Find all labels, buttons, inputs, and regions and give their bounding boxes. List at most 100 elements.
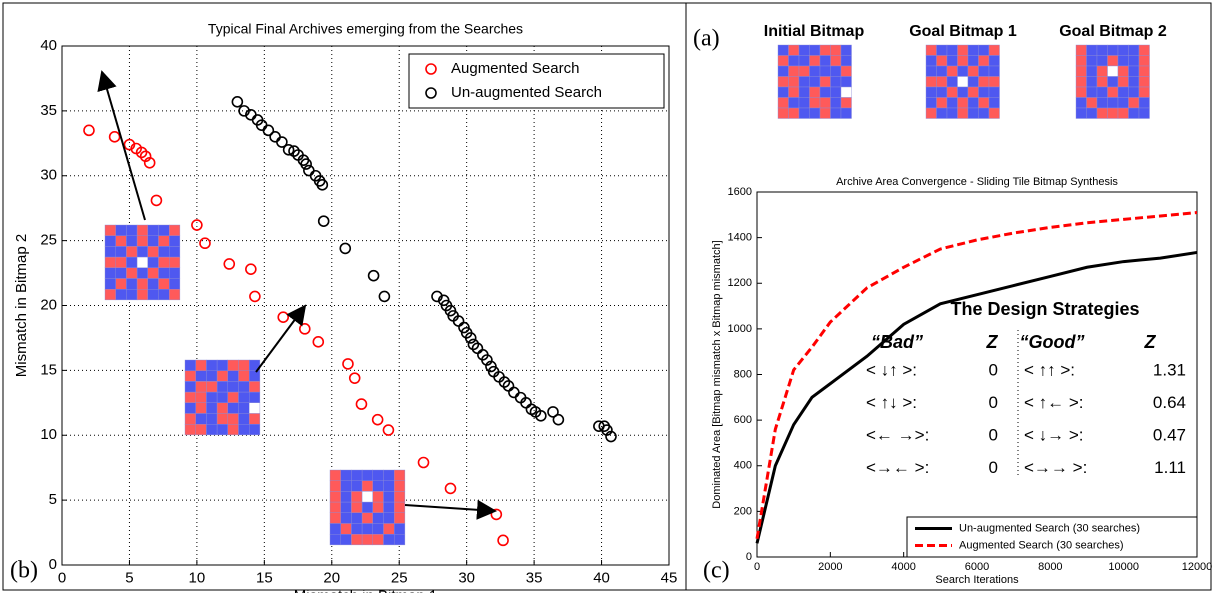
- bitmap-cell: [383, 491, 395, 503]
- bitmap-cell: [340, 491, 352, 503]
- bitmap-cell: [184, 370, 196, 382]
- bitmap-cell: [1117, 55, 1129, 67]
- panel-label: (c): [703, 558, 730, 584]
- scatter-point: [317, 215, 330, 227]
- bitmap-cell: [1138, 55, 1150, 67]
- x-tick-label: 35: [526, 569, 543, 586]
- bitmap-cell: [206, 413, 218, 425]
- bitmap-cell: [978, 86, 990, 98]
- bitmap-cell: [1075, 76, 1087, 88]
- bitmap-cell: [1096, 97, 1108, 109]
- bitmap-cell: [819, 55, 831, 67]
- bitmap-cell: [136, 278, 149, 290]
- bitmap-cell: [361, 491, 374, 503]
- bitmap-cell: [248, 391, 261, 404]
- bitmap-cell: [104, 278, 116, 290]
- table-header: “Good”: [1020, 332, 1085, 352]
- x-axis-label: Mismatch in Bitmap 1: [294, 587, 437, 593]
- legend-box: [906, 516, 1198, 558]
- bitmap-cell: [1128, 76, 1140, 88]
- bitmap-cell: [967, 44, 979, 56]
- bitmap-cell: [184, 424, 196, 436]
- bitmap-cell: [957, 107, 969, 119]
- bitmap-cell: [830, 86, 842, 98]
- bitmap-cell: [1117, 44, 1129, 56]
- scatter-point: [371, 413, 384, 426]
- bitmap-cell: [147, 246, 159, 258]
- bitmap-cell: [136, 267, 149, 279]
- bitmap-cell: [925, 97, 937, 109]
- arrow: [404, 499, 497, 520]
- bitmap-cell: [809, 44, 821, 56]
- bitmap-cell: [967, 107, 979, 119]
- bitmap-cell: [1128, 86, 1140, 98]
- bitmap-cell: [126, 224, 138, 236]
- bitmap-cell: [351, 501, 363, 514]
- bitmap-cell: [394, 501, 406, 514]
- bitmap-cell: [115, 256, 127, 269]
- table-cell: 0.47: [1153, 425, 1186, 444]
- table-header: Z: [1144, 332, 1157, 352]
- bitmap-cell: [925, 76, 937, 88]
- bitmap-cell: [1075, 86, 1087, 98]
- bitmap-cell: [936, 76, 948, 88]
- bitmap-cell: [184, 391, 196, 404]
- table-cell: 0.64: [1153, 393, 1186, 412]
- bitmap-cell: [1117, 107, 1129, 119]
- bitmap-cell: [248, 370, 261, 382]
- bitmap-cell: [830, 44, 842, 56]
- bitmap-cell: [840, 44, 852, 56]
- bitmap-cell: [195, 391, 207, 404]
- bitmap-cell: [195, 381, 207, 393]
- bitmap-cell: [1096, 86, 1108, 98]
- bitmap-cell: [372, 480, 384, 492]
- x-tick-label: 10: [189, 569, 206, 586]
- bitmap-cell: [1117, 97, 1129, 109]
- table-cell: <← →>:: [866, 425, 929, 444]
- panel-label: (b): [10, 558, 38, 584]
- y-tick-label: 0: [49, 556, 57, 573]
- bitmap-cell: [819, 76, 831, 88]
- bitmap-cell: [777, 44, 789, 56]
- bitmap-cell: [809, 97, 821, 109]
- bitmap-cell: [819, 65, 831, 77]
- bitmap-cell: [394, 469, 406, 481]
- scatter-point: [83, 124, 95, 137]
- bitmap-cell: [1086, 44, 1098, 56]
- table-cell: < ↓→ >:: [1024, 425, 1084, 444]
- bitmap-cell: [340, 501, 352, 514]
- scatter-point: [467, 338, 480, 351]
- bitmap-cell: [777, 86, 789, 98]
- bitmap-cell: [777, 76, 789, 88]
- bitmap-cell: [1138, 65, 1150, 77]
- bitmap-cell: [147, 289, 159, 301]
- bitmap-cell: [136, 235, 149, 247]
- bitmap-cell: [1138, 76, 1150, 88]
- bitmap-cell: [136, 224, 149, 236]
- legend-label: Augmented Search (30 searches): [959, 539, 1123, 551]
- bitmap-cell: [126, 256, 138, 269]
- bitmap-cell: [195, 370, 207, 382]
- bitmap-cell: [372, 512, 384, 524]
- bitmap-cell: [238, 424, 250, 436]
- table-cell: 1.31: [1153, 360, 1186, 379]
- bitmap-cell: [1075, 65, 1087, 77]
- scatter-point: [382, 424, 395, 436]
- line: [755, 250, 1198, 544]
- legend-marker: [425, 63, 437, 75]
- bitmap-cell: [361, 469, 374, 481]
- bitmap-cell: [830, 55, 842, 67]
- bitmap-cell: [206, 370, 218, 382]
- bitmap-cell: [383, 480, 395, 492]
- bitmap-cell: [248, 381, 261, 393]
- bitmap-cell: [809, 65, 821, 77]
- bitmap-cell: [195, 402, 207, 414]
- bitmap-cell: [104, 224, 116, 236]
- bitmap-cell: [126, 267, 138, 279]
- y-axis-label: Mismatch in Bitmap 2: [13, 234, 30, 377]
- bitmap-cell: [158, 256, 170, 269]
- bitmap-cell: [936, 65, 948, 77]
- bitmap-cell: [1138, 44, 1150, 56]
- bitmap-cell: [248, 424, 261, 436]
